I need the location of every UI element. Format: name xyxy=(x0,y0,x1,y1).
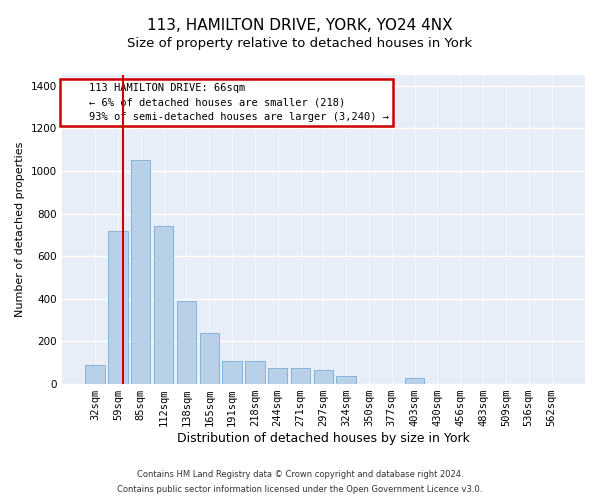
Bar xyxy=(223,360,242,384)
Text: 113 HAMILTON DRIVE: 66sqm
    ← 6% of detached houses are smaller (218)
    93% : 113 HAMILTON DRIVE: 66sqm ← 6% of detach… xyxy=(64,82,389,122)
Bar xyxy=(85,365,105,384)
Bar xyxy=(177,301,196,384)
Bar xyxy=(268,368,287,384)
Bar xyxy=(291,368,310,384)
Y-axis label: Number of detached properties: Number of detached properties xyxy=(15,142,25,317)
Bar xyxy=(200,333,219,384)
Bar xyxy=(245,360,265,384)
Text: Contains public sector information licensed under the Open Government Licence v3: Contains public sector information licen… xyxy=(118,485,482,494)
Bar xyxy=(108,230,128,384)
Text: Size of property relative to detached houses in York: Size of property relative to detached ho… xyxy=(127,38,473,51)
Bar xyxy=(405,378,424,384)
Text: Contains HM Land Registry data © Crown copyright and database right 2024.: Contains HM Land Registry data © Crown c… xyxy=(137,470,463,479)
Bar xyxy=(154,226,173,384)
X-axis label: Distribution of detached houses by size in York: Distribution of detached houses by size … xyxy=(177,432,470,445)
Bar xyxy=(337,376,356,384)
Bar xyxy=(131,160,151,384)
Bar xyxy=(314,370,333,384)
Text: 113, HAMILTON DRIVE, YORK, YO24 4NX: 113, HAMILTON DRIVE, YORK, YO24 4NX xyxy=(147,18,453,32)
